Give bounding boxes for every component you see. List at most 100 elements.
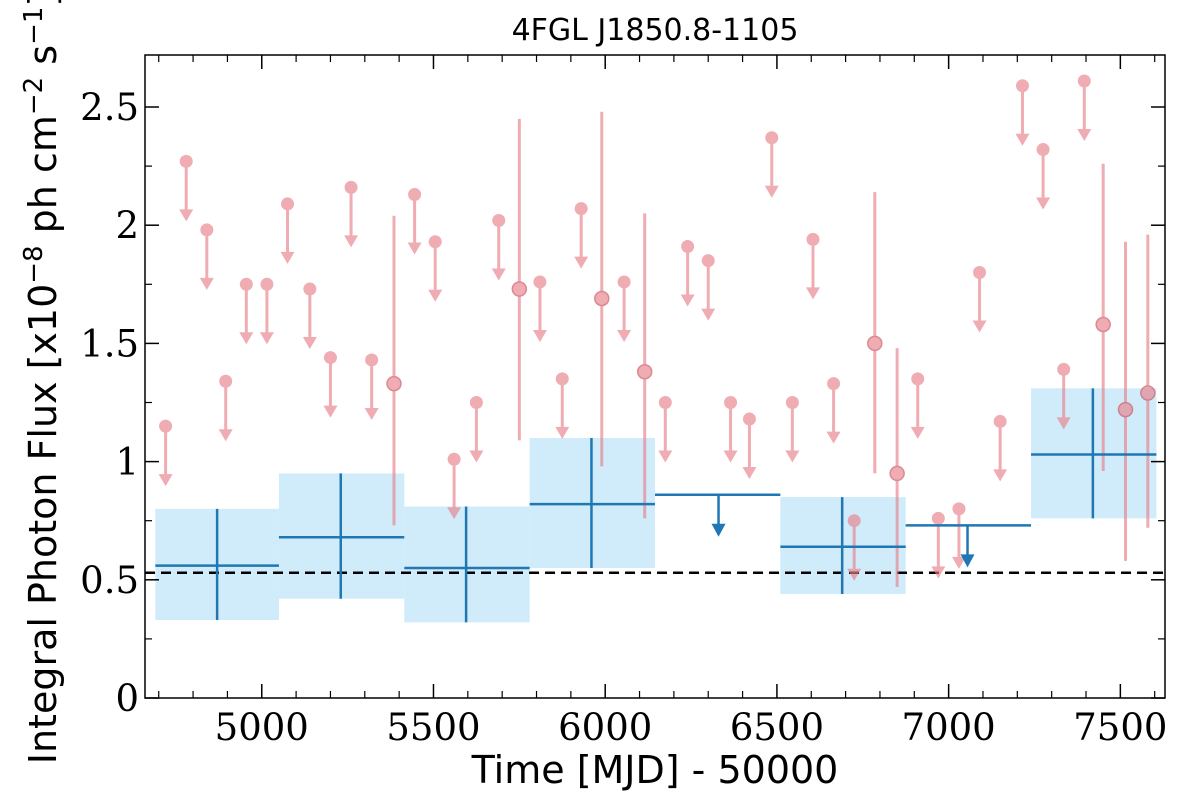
detection-point	[594, 290, 610, 307]
y-tick-label: 0	[115, 677, 139, 720]
upper-limit-arrowhead	[239, 332, 254, 345]
short-bin-detection	[511, 118, 528, 441]
upper-limit-point	[847, 514, 861, 528]
long-bin-detection	[278, 473, 405, 599]
upper-limit-arrowhead	[785, 450, 800, 463]
y-axis-label-exp: −8	[19, 245, 49, 283]
y-axis-label-end: ]	[21, 0, 65, 7]
upper-limit-point	[658, 396, 672, 410]
short-bin-upper-limit	[1077, 74, 1092, 142]
long-bin-detection	[1031, 388, 1157, 519]
upper-limit-arrowhead	[1077, 129, 1092, 142]
detection-point	[1117, 401, 1134, 418]
detection-point	[511, 281, 528, 297]
upper-limit-point	[469, 396, 483, 410]
short-bin-upper-limit	[179, 154, 194, 222]
upper-limit-point	[993, 414, 1007, 428]
short-bin-detection	[1095, 163, 1111, 472]
plot-area	[145, 74, 1165, 623]
long-bin-upper-limit	[905, 524, 1032, 568]
upper-limit-arrowhead	[701, 308, 716, 321]
short-bin-detection	[867, 192, 883, 474]
upper-limit-arrowhead	[302, 337, 317, 350]
detection-point	[889, 465, 905, 482]
detection-point	[636, 364, 653, 380]
upper-limit-arrowhead	[1015, 133, 1030, 146]
upper-limit-arrowhead	[407, 242, 422, 255]
short-bin-upper-limit	[239, 277, 254, 345]
y-axis-label-unit: s	[21, 45, 65, 77]
upper-limit-arrowhead	[910, 426, 925, 439]
detection-point	[1140, 385, 1156, 401]
upper-limit-arrowhead	[931, 566, 946, 579]
short-bin-upper-limit	[344, 180, 359, 248]
long-bin-detection	[529, 437, 655, 568]
y-axis-label: Integral Photon Flux [x10−8 ph cm−2 s−1]	[19, 0, 65, 764]
short-bin-upper-limit	[491, 213, 506, 281]
x-axis-label: Time [MJD] - 50000	[471, 748, 839, 792]
short-bin-upper-limit	[680, 239, 695, 307]
long-bin-series	[155, 388, 1157, 623]
short-bin-upper-limit	[199, 223, 214, 290]
upper-limit-point	[701, 254, 715, 268]
upper-limit-point	[952, 502, 966, 516]
upper-limit-arrowhead	[158, 474, 173, 487]
upper-limit-point	[911, 372, 925, 386]
upper-limit-point	[1077, 74, 1091, 88]
upper-limit-arrowhead	[344, 235, 359, 248]
upper-limit-point	[574, 202, 588, 216]
upper-limit-point	[200, 223, 214, 237]
upper-limit-point	[365, 353, 379, 367]
upper-limit-arrowhead	[805, 287, 820, 300]
short-bin-upper-limit	[931, 511, 946, 579]
detection-point	[386, 375, 402, 392]
x-tick-label: 5000	[215, 706, 309, 749]
short-bin-upper-limit	[972, 265, 987, 333]
upper-limit-arrowhead	[826, 431, 841, 444]
upper-limit-arrowhead	[574, 256, 589, 269]
x-tick-label: 7500	[1073, 706, 1167, 749]
short-bin-detection	[1117, 241, 1134, 561]
upper-limit-point	[806, 232, 820, 246]
short-bin-upper-limit	[658, 396, 673, 463]
upper-limit-arrowhead	[1036, 197, 1051, 210]
short-bin-upper-limit	[218, 374, 233, 442]
upper-limit-point	[1015, 79, 1029, 93]
x-tick-label: 5500	[386, 706, 480, 749]
upper-limit-point	[447, 452, 461, 466]
long-bin-detection	[780, 497, 906, 594]
axis-ticks: 5000 5500 6000 6500 7000 7500 0 0.5 1 1.5 2 2.5	[80, 55, 1167, 749]
short-bin-upper-limit	[259, 277, 274, 345]
short-bin-upper-limit	[617, 275, 632, 342]
short-bin-upper-limit	[280, 197, 295, 264]
long-bin-detection	[155, 508, 279, 620]
upper-limit-point	[408, 187, 422, 201]
y-tick-label: 0.5	[80, 559, 139, 602]
upper-limit-point	[344, 180, 358, 194]
upper-limit-point	[281, 197, 295, 211]
short-bin-upper-limit	[785, 396, 800, 463]
long-bin-detection	[404, 506, 530, 623]
upper-limit-point	[765, 131, 779, 145]
upper-limit-arrowhead	[428, 289, 443, 302]
short-bin-upper-limit	[723, 396, 738, 463]
short-bin-upper-limit	[910, 372, 925, 439]
short-bin-detection	[1140, 234, 1156, 528]
upper-limit-point	[179, 154, 193, 168]
y-tick-label: 2.5	[80, 86, 139, 129]
short-bin-upper-limit	[764, 131, 779, 198]
upper-limit-point	[931, 511, 945, 525]
upper-limit-arrowhead	[199, 277, 214, 290]
upper-limit-arrowhead	[742, 467, 757, 480]
short-bin-upper-limit	[826, 377, 841, 444]
upper-limit-point	[785, 396, 799, 410]
upper-limit-arrowhead	[680, 294, 695, 307]
upper-limit-arrowhead	[469, 450, 484, 463]
upper-limit-point	[1036, 143, 1050, 157]
upper-limit-arrowhead	[218, 429, 233, 442]
short-bin-upper-limit	[407, 187, 422, 255]
upper-limit-point	[428, 235, 442, 249]
short-bin-detection	[594, 111, 610, 467]
upper-limit-point	[323, 351, 337, 365]
